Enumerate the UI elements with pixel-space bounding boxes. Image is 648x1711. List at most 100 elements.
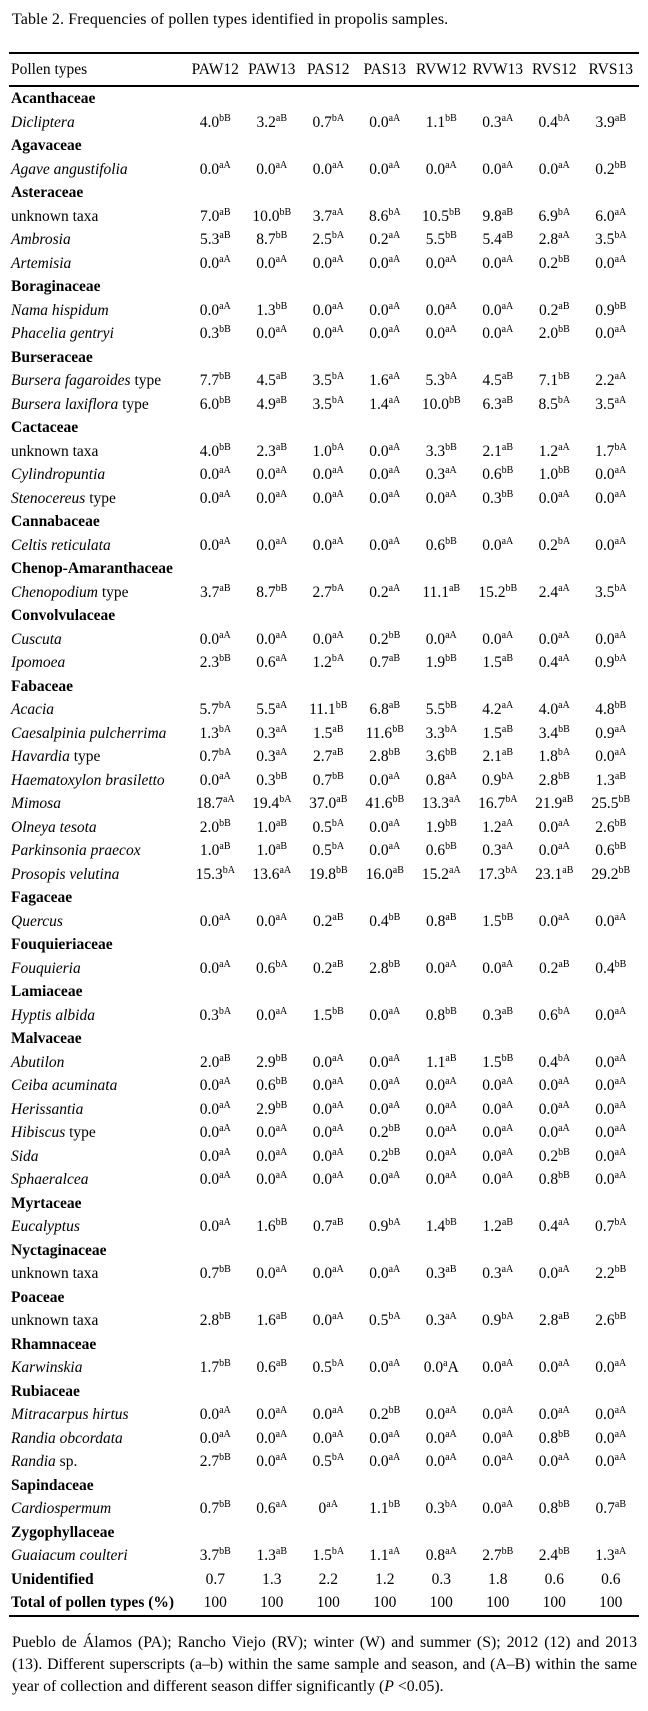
value-cell: 0.0aA [256,1169,288,1188]
value-cell: 0.0aA [369,1263,401,1282]
family-row: Myrtaceae [9,1192,639,1216]
value-cell: 0.0aA [199,629,231,648]
value-cell: 0.2aA [369,229,401,248]
value-cell: 0.2bB [369,1404,401,1423]
value-cell: 0.0aA [538,1357,570,1376]
value-cell: 1.0bB [538,464,570,483]
value-cell: 0.0aA [482,1122,514,1141]
value-cell: 16.7bA [478,793,518,812]
family-row: Cannabaceae [9,510,639,534]
taxon-label: unknown taxa [11,1312,99,1329]
family-row: Poaceae [9,1286,639,1310]
value-cell: 1.9bB [425,652,457,671]
taxon-row: Parkinsonia praecox 1.0aB 1.0aB 0.5bA 0.0aA 0… [9,839,639,863]
taxon-row: Ceiba acuminata 0.0aA 0.6bB 0.0aA 0.0aA 0.0aA… [9,1074,639,1098]
value-cell: 0.0aA [369,1451,401,1470]
family-row: Agavaceae [9,134,639,158]
value-cell: 100 [316,1594,340,1611]
taxon-label: Quercus [11,912,63,930]
value-cell: 1.3aB [256,1545,287,1564]
value-cell: 0.0aA [256,911,288,930]
taxon-row: Artemisia 0.0aA 0.0aA 0.0aA 0.0aA 0.0aA 0.0aA 0… [9,252,639,276]
column-header-pas12: PAS12 [306,60,350,78]
value-cell: 19.8bB [308,864,348,883]
family-row: Chenop-Amaranthaceae [9,557,639,581]
value-cell: 8.6bA [368,206,401,225]
value-cell: 0.0aA [538,1099,570,1118]
taxon-row: Randia obcordata 0.0aA 0.0aA 0.0aA 0.0aA 0.0a… [9,1427,639,1451]
taxon-row: unknown taxa 4.0bB 2.3aB 1.0bA 0.0aA 3.3bB 2.1… [9,440,639,464]
taxon-label: Ipomoea [11,654,66,671]
value-cell: 0.0aA [256,1451,288,1470]
taxon-label: Randia obcordata [11,1429,123,1447]
taxon-row: Cylindropuntia 0.0aA 0.0aA 0.0aA 0.0aA 0.3aA 0… [9,463,639,487]
taxon-label: Caesalpinia pulcherrima [11,724,167,742]
value-cell: 2.8bB [369,958,401,977]
family-row: Rhamnaceae [9,1333,639,1357]
value-cell: 15.2aA [421,864,461,883]
value-cell: 11.1bB [309,699,348,718]
value-cell: 100 [486,1594,510,1611]
taxon-label: Mimosa [11,795,61,812]
value-cell: 0.3aB [426,1263,457,1282]
value-cell: 0.7aB [313,1216,344,1235]
taxon-row: unknown taxa 2.8bB 1.6aB 0.0aA 0.5bA 0.3aA 0.9… [9,1309,639,1333]
value-cell: 0.0aA [595,1075,627,1094]
value-cell: 0.0aA [369,1357,401,1376]
value-cell: 0.0aA [312,1052,344,1071]
value-cell: 0.0aA [256,535,288,554]
value-cell: 0.0aA [538,1263,570,1282]
value-cell: 0.9bA [481,1310,514,1329]
value-cell: 1.5bA [312,1545,345,1564]
family-label: Zygophyllaceae [11,1523,115,1541]
value-cell: 0.0aA [538,1404,570,1423]
value-cell: 0.0aA [199,159,231,178]
family-label: Asteraceae [11,184,84,201]
value-cell: 6.0aA [595,206,627,225]
taxon-label: Mitracarpus hirtus [11,1406,129,1423]
family-label: Poaceae [11,1288,65,1306]
value-cell: 0.0aA [256,1428,288,1447]
value-cell: 2.3aB [256,441,287,460]
value-cell: 2.2 [318,1570,338,1588]
taxon-label: Chenopodium type [11,583,129,601]
family-label: Nyctaginaceae [11,1241,107,1259]
family-row: Asteraceae [9,181,639,205]
taxon-label: unknown taxa [11,207,99,225]
value-cell: 0.0aA [538,488,570,507]
value-cell: 100 [599,1594,623,1611]
value-cell: 0.9bA [594,652,627,671]
value-cell: 0.0aA [482,1099,514,1118]
value-cell: 2.2aA [595,370,627,389]
family-row: Lamiaceae [9,980,639,1004]
value-cell: 5.5bB [425,229,457,248]
taxon-label: Herissantia [11,1100,84,1118]
value-cell: 0.8aB [426,911,457,930]
value-cell: 0.8aA [425,1545,457,1564]
value-cell: 0.0aA [312,1146,344,1165]
family-label: Agavaceae [11,137,82,154]
value-cell: 100 [542,1594,566,1611]
taxon-row: Hyptis albida 0.3bA 0.0aA 1.5bB 0.0aA 0.8bB 0.… [9,1004,639,1028]
taxon-label: Prosopis velutina [11,865,120,883]
value-cell: 0.0aA [369,1005,401,1024]
value-cell: 0.0aA [482,1451,514,1470]
value-cell: 0.2bB [538,1146,570,1165]
value-cell: 1.5aB [482,723,513,742]
value-cell: 2.4aA [538,582,570,601]
value-cell: 0.7bA [312,112,345,131]
value-cell: 0.0aA [199,300,231,319]
value-cell: 11.6bB [365,723,404,742]
taxon-row: Agave angustifolia 0.0aA 0.0aA 0.0aA 0.0aA 0.… [9,158,639,182]
taxon-row: Quercus 0.0aA 0.0aA 0.2aB 0.4bB 0.8aB 1.5bB 0.0… [9,910,639,934]
family-label: Fouquieriaceae [11,936,113,953]
value-cell: 0.0aA [369,770,401,789]
value-cell: 0.0aA [482,323,514,342]
value-cell: 100 [373,1594,397,1611]
taxon-label: Celtis reticulata [11,536,111,554]
value-cell: 0.2aB [539,300,570,319]
value-cell: 2.8bB [199,1310,231,1329]
family-row: Boraginaceae [9,275,639,299]
value-cell: 5.4aB [482,229,513,248]
value-cell: 0.0aA [199,1216,231,1235]
